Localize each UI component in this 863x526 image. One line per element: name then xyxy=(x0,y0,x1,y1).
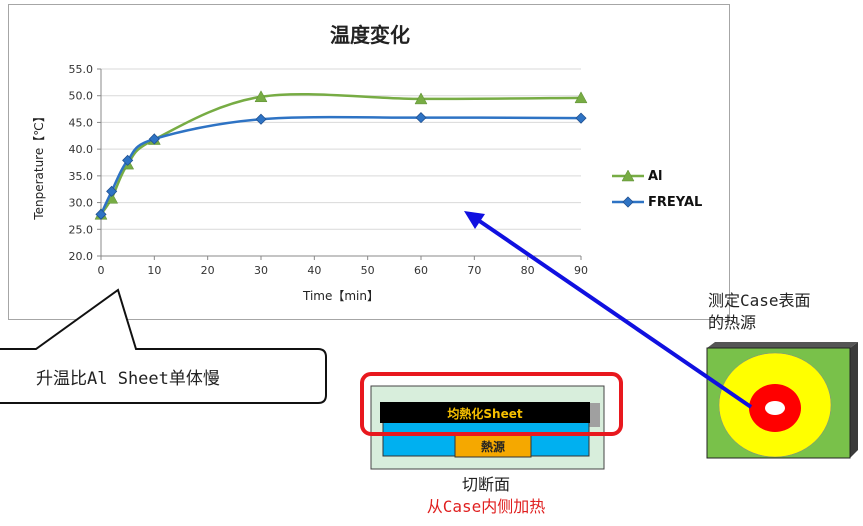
y-tick-label: 55.0 xyxy=(69,63,94,76)
legend-marker xyxy=(621,169,635,182)
y-tick-label: 25.0 xyxy=(69,223,94,236)
heat-source-side xyxy=(850,342,858,458)
legend-marker xyxy=(622,196,634,208)
x-tick-label: 70 xyxy=(467,264,481,277)
data-point-freyal xyxy=(415,112,427,124)
x-tick-label: 20 xyxy=(201,264,215,277)
heat-source-block-label: 熱源 xyxy=(481,439,505,454)
data-point-freyal xyxy=(106,185,118,197)
series-line-freyal xyxy=(99,115,582,215)
data-point-freyal xyxy=(122,154,134,166)
highlight-box xyxy=(360,372,623,436)
data-point-freyal xyxy=(255,113,267,125)
x-tick-label: 50 xyxy=(361,264,375,277)
y-tick-label: 45.0 xyxy=(69,116,94,129)
chart-axes: 20.0 25.0 30.0 35.0 40.0 45.0 50.0 55.0 0 10 20 30 4… xyxy=(69,63,589,277)
x-axis-label: Time【min】 xyxy=(302,289,379,303)
chart-title: 温度変化 xyxy=(330,23,410,47)
section-caption-line2: 从Case内侧加热 xyxy=(426,497,546,516)
x-tick-label: 60 xyxy=(414,264,428,277)
y-tick-label: 50.0 xyxy=(69,90,94,103)
x-tick-label: 80 xyxy=(521,264,535,277)
data-point-freyal xyxy=(148,133,160,145)
series-line-al xyxy=(99,92,582,216)
data-point-al xyxy=(414,92,428,105)
heat-source-top xyxy=(707,342,858,348)
x-tick-label: 30 xyxy=(254,264,268,277)
data-point-freyal xyxy=(575,112,587,124)
y-tick-label: 30.0 xyxy=(69,197,94,210)
pointer-arrow-line xyxy=(476,218,753,409)
heat-zone-center xyxy=(765,401,785,415)
chart-legend: Al FREYAL xyxy=(612,169,702,210)
data-point-al xyxy=(574,91,588,104)
data-point-freyal xyxy=(95,208,107,220)
callout-bubble xyxy=(0,288,327,404)
data-point-al xyxy=(254,90,268,103)
sheet-label: 均熱化Sheet xyxy=(447,406,522,421)
y-tick-label: 40.0 xyxy=(69,143,94,156)
sheet-shadow xyxy=(588,403,600,427)
y-tick-label: 20.0 xyxy=(69,250,94,263)
heat-caption-line2: 的热源 xyxy=(708,313,757,332)
section-caption-line1: 切断面 xyxy=(461,475,510,494)
sheet-layer xyxy=(380,402,590,423)
x-tick-label: 0 xyxy=(98,264,105,277)
cross-section-caption: 切断面 从Case内侧加热 xyxy=(366,474,606,518)
heat-source-caption: 测定Case表面 的热源 xyxy=(708,290,863,334)
y-tick-label: 35.0 xyxy=(69,170,94,183)
chart-series xyxy=(94,90,588,220)
legend-label: Al xyxy=(648,169,663,184)
legend-label: FREYAL xyxy=(648,195,702,210)
x-tick-label: 90 xyxy=(574,264,588,277)
y-axis-label: Tenperature【℃】 xyxy=(32,110,46,220)
callout-text: 升温比Al Sheet单体慢 xyxy=(36,368,220,389)
pointer-arrow-head xyxy=(464,211,485,229)
chart-grid xyxy=(101,68,581,257)
x-tick-label: 10 xyxy=(147,264,161,277)
heat-caption-line1: 测定Case表面 xyxy=(708,291,811,310)
x-tick-label: 40 xyxy=(307,264,321,277)
